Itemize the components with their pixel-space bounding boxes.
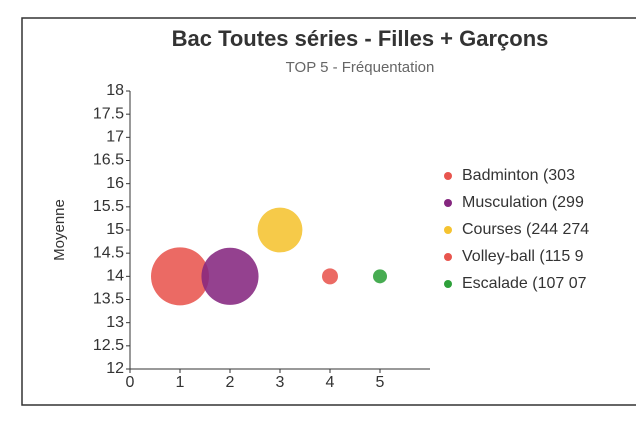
legend-label: Volley-ball (115 9 [462, 248, 584, 265]
chart-frame [21, 17, 636, 406]
bubble [322, 268, 338, 285]
y-tick-label: 16 [106, 175, 124, 192]
legend-marker [444, 253, 452, 261]
y-tick-label: 13 [106, 314, 124, 331]
y-axis-label: Moyenne [51, 199, 68, 261]
y-tick-label: 15.5 [93, 198, 124, 215]
y-tick-label: 14 [106, 268, 124, 285]
x-tick-label: 3 [276, 374, 285, 391]
y-tick-label: 14.5 [93, 244, 124, 261]
bubble [151, 247, 209, 306]
bubble [201, 247, 259, 305]
bubble [373, 269, 387, 284]
y-tick-label: 16.5 [93, 152, 124, 169]
legend-label: Musculation (299 [462, 194, 584, 211]
y-tick-label: 15 [106, 221, 124, 238]
bubble [257, 207, 303, 253]
y-tick-label: 12.5 [93, 337, 124, 354]
x-tick-label: 5 [376, 374, 385, 391]
chart-subtitle: TOP 5 - Fréquentation [286, 59, 435, 76]
y-tick-label: 12 [106, 360, 124, 377]
legend-marker [444, 199, 452, 207]
x-tick-label: 4 [326, 374, 335, 391]
chart-title: Bac Toutes séries - Filles + Garçons [172, 26, 549, 51]
y-tick-label: 17 [106, 129, 124, 146]
legend-marker [444, 226, 452, 234]
x-tick-label: 1 [176, 374, 185, 391]
legend-label: Courses (244 274 [462, 221, 589, 238]
legend-label: Escalade (107 07 [462, 275, 587, 292]
legend-marker [444, 172, 452, 180]
legend-label: Badminton (303 [462, 167, 575, 184]
y-tick-label: 18 [106, 82, 124, 99]
x-tick-label: 2 [226, 374, 235, 391]
legend-marker [444, 280, 452, 288]
y-tick-label: 17.5 [93, 105, 124, 122]
x-tick-label: 0 [126, 374, 135, 391]
y-tick-label: 13.5 [93, 291, 124, 308]
